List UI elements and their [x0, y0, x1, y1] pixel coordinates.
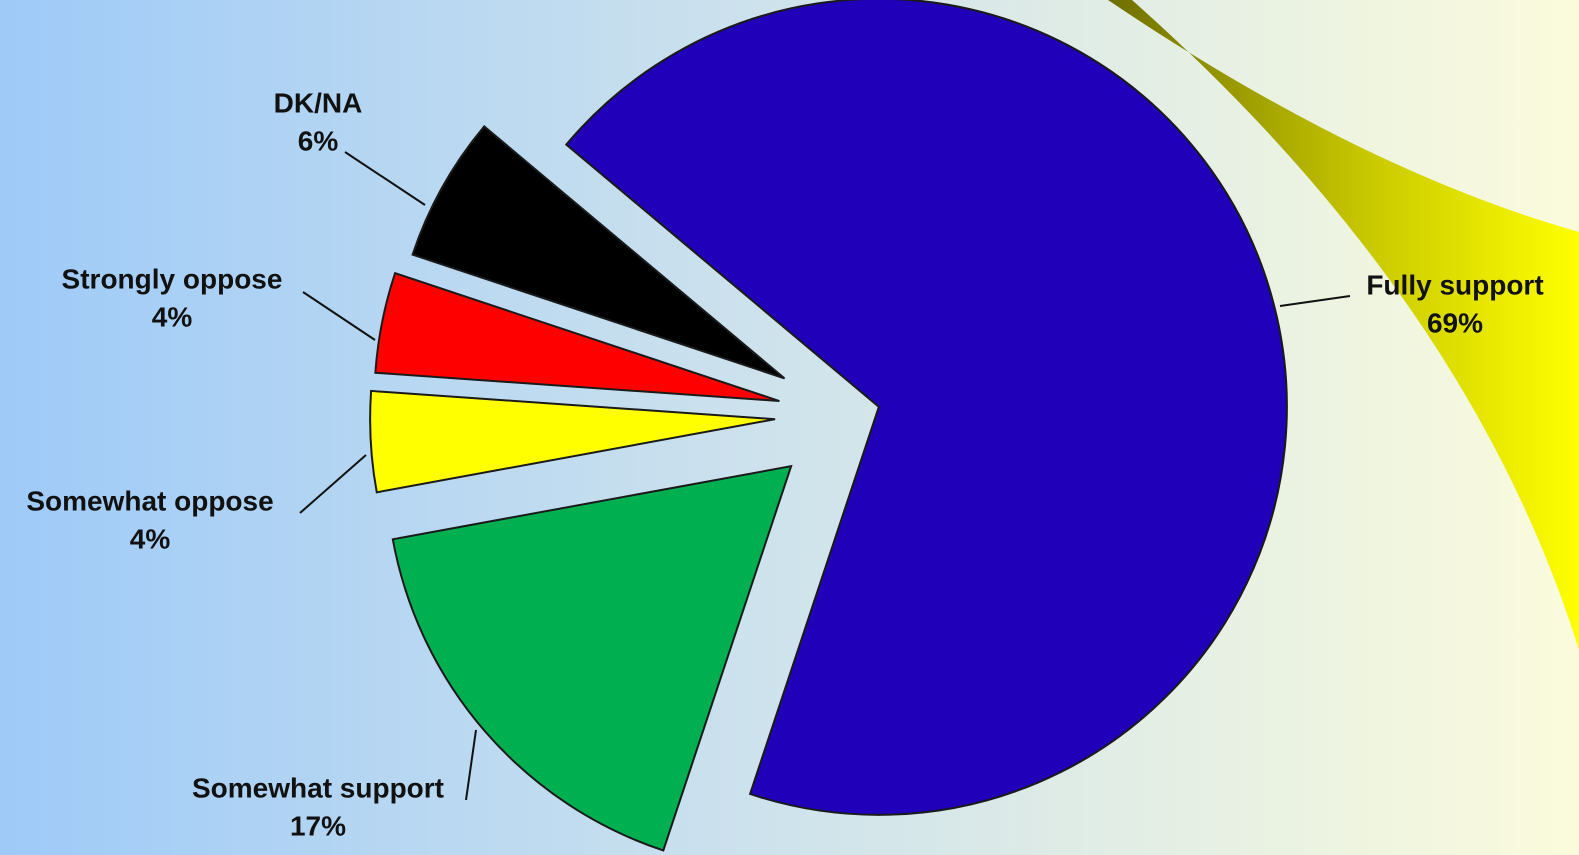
pie-slice — [369, 389, 776, 494]
slice-label: Fully support — [1366, 269, 1543, 300]
slice-value-label: 4% — [152, 301, 193, 332]
slice-label: Somewhat oppose — [26, 485, 273, 516]
slice-value-label: 69% — [1427, 307, 1483, 338]
slice-value-label: 4% — [130, 523, 171, 554]
decorative-swoosh — [1108, 0, 1579, 650]
pie-slice — [391, 464, 793, 852]
slice-value-label: 6% — [298, 125, 339, 156]
slice-value-label: 17% — [290, 810, 346, 841]
leader-line — [1279, 295, 1351, 307]
pie-slice — [411, 125, 786, 380]
slice-label: Somewhat support — [192, 772, 444, 803]
pie-slice — [374, 271, 780, 403]
pie — [369, 0, 1288, 852]
slice-label: DK/NA — [274, 87, 363, 118]
labels: Fully support 69% Somewhat support 17% Somew… — [26, 87, 1543, 841]
leader-line — [344, 151, 426, 206]
slice-label: Strongly oppose — [62, 263, 283, 294]
leader-line — [302, 291, 376, 341]
leader-line — [465, 729, 477, 801]
pie-slice — [564, 0, 1288, 816]
leader-line — [299, 454, 367, 514]
